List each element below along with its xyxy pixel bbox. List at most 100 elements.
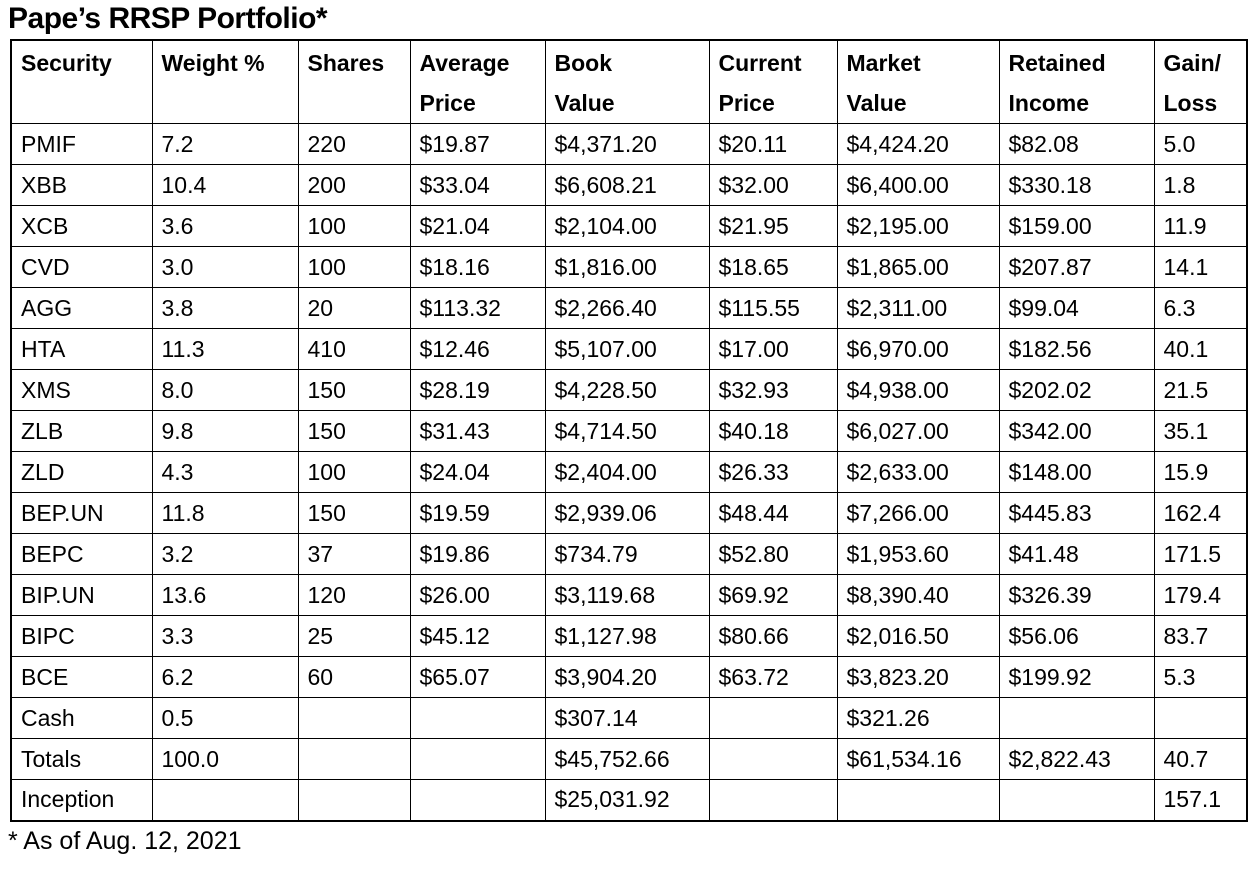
cell-security: BEPC <box>10 533 153 575</box>
cell-shares: 200 <box>297 164 411 206</box>
cell-current-price <box>708 697 838 739</box>
cell-average-price: $65.07 <box>409 656 546 698</box>
cell-current-price: $21.95 <box>708 205 838 247</box>
cell-weight-pct: 3.2 <box>151 533 299 575</box>
cell-book-value: $2,104.00 <box>544 205 710 247</box>
footnote: * As of Aug. 12, 2021 <box>8 826 242 855</box>
cell-market-value: $2,311.00 <box>836 287 1000 329</box>
column-header-weight-pct: Weight % <box>151 39 299 124</box>
cell-gain-loss: 171.5 <box>1153 533 1248 575</box>
column-header-shares: Shares <box>297 39 411 124</box>
cell-shares: 100 <box>297 246 411 288</box>
portfolio-table: Security Weight % Shares Average Price Book … <box>10 39 1248 822</box>
column-header-current-price: Current Price <box>708 39 838 124</box>
cell-retained-income: $99.04 <box>998 287 1155 329</box>
cell-average-price: $21.04 <box>409 205 546 247</box>
cell-weight-pct: 10.4 <box>151 164 299 206</box>
cell-gain-loss: 14.1 <box>1153 246 1248 288</box>
cell-average-price: $33.04 <box>409 164 546 206</box>
cell-market-value: $1,953.60 <box>836 533 1000 575</box>
table-row-inception: Inception $25,031.92 157.1 <box>10 779 1248 821</box>
cell-shares: 120 <box>297 574 411 616</box>
cell-weight-pct: 100.0 <box>151 738 299 780</box>
cell-average-price: $28.19 <box>409 369 546 411</box>
cell-retained-income: $56.06 <box>998 615 1155 657</box>
cell-weight-pct: 6.2 <box>151 656 299 698</box>
cell-gain-loss: 5.0 <box>1153 123 1248 165</box>
cell-shares <box>297 697 411 739</box>
cell-market-value: $4,938.00 <box>836 369 1000 411</box>
table-row-bepc: BEPC 3.2 37 $19.86 $734.79 $52.80 $1,953.60 $41… <box>10 533 1248 575</box>
cell-weight-pct: 3.8 <box>151 287 299 329</box>
table-header: Security Weight % Shares Average Price Book … <box>10 39 1248 124</box>
cell-security: Inception <box>10 779 153 821</box>
cell-average-price: $31.43 <box>409 410 546 452</box>
cell-average-price: $113.32 <box>409 287 546 329</box>
cell-book-value: $6,608.21 <box>544 164 710 206</box>
cell-current-price: $32.00 <box>708 164 838 206</box>
cell-book-value: $2,404.00 <box>544 451 710 493</box>
cell-market-value: $2,633.00 <box>836 451 1000 493</box>
table-row-bce: BCE 6.2 60 $65.07 $3,904.20 $63.72 $3,823.20 $1… <box>10 656 1248 698</box>
cell-market-value: $8,390.40 <box>836 574 1000 616</box>
cell-book-value: $45,752.66 <box>544 738 710 780</box>
cell-market-value: $6,027.00 <box>836 410 1000 452</box>
table-row-bip-un: BIP.UN 13.6 120 $26.00 $3,119.68 $69.92 $8,390… <box>10 574 1248 616</box>
cell-book-value: $307.14 <box>544 697 710 739</box>
cell-shares: 150 <box>297 369 411 411</box>
cell-average-price: $18.16 <box>409 246 546 288</box>
table-body: PMIF 7.2 220 $19.87 $4,371.20 $20.11 $4,424.20… <box>10 123 1248 821</box>
cell-market-value: $7,266.00 <box>836 492 1000 534</box>
cell-current-price: $69.92 <box>708 574 838 616</box>
page-title: Pape’s RRSP Portfolio* <box>8 2 328 35</box>
cell-gain-loss: 179.4 <box>1153 574 1248 616</box>
cell-shares: 220 <box>297 123 411 165</box>
cell-current-price: $115.55 <box>708 287 838 329</box>
table-row-zlb: ZLB 9.8 150 $31.43 $4,714.50 $40.18 $6,027.00 $… <box>10 410 1248 452</box>
table-row-agg: AGG 3.8 20 $113.32 $2,266.40 $115.55 $2,311.00… <box>10 287 1248 329</box>
header-row: Security Weight % Shares Average Price Book … <box>10 39 1248 124</box>
table-row-cash: Cash 0.5 $307.14 $321.26 <box>10 697 1248 739</box>
cell-weight-pct: 9.8 <box>151 410 299 452</box>
cell-security: ZLB <box>10 410 153 452</box>
cell-average-price <box>409 697 546 739</box>
cell-weight-pct: 7.2 <box>151 123 299 165</box>
cell-gain-loss: 11.9 <box>1153 205 1248 247</box>
table-row-xms: XMS 8.0 150 $28.19 $4,228.50 $32.93 $4,938.00 $… <box>10 369 1248 411</box>
column-header-security: Security <box>10 39 153 124</box>
cell-weight-pct: 4.3 <box>151 451 299 493</box>
cell-weight-pct: 3.6 <box>151 205 299 247</box>
column-header-average-price: Average Price <box>409 39 546 124</box>
cell-security: PMIF <box>10 123 153 165</box>
cell-weight-pct: 11.3 <box>151 328 299 370</box>
cell-book-value: $4,714.50 <box>544 410 710 452</box>
cell-security: Totals <box>10 738 153 780</box>
table-row-totals: Totals 100.0 $45,752.66 $61,534.16 $2,822.43… <box>10 738 1248 780</box>
cell-current-price: $20.11 <box>708 123 838 165</box>
cell-book-value: $3,119.68 <box>544 574 710 616</box>
cell-retained-income: $2,822.43 <box>998 738 1155 780</box>
cell-shares: 37 <box>297 533 411 575</box>
cell-security: BCE <box>10 656 153 698</box>
cell-weight-pct: 3.3 <box>151 615 299 657</box>
column-header-retained-income: Retained Income <box>998 39 1155 124</box>
cell-weight-pct: 11.8 <box>151 492 299 534</box>
cell-shares: 25 <box>297 615 411 657</box>
table-row-bep-un: BEP.UN 11.8 150 $19.59 $2,939.06 $48.44 $7,266… <box>10 492 1248 534</box>
cell-market-value: $61,534.16 <box>836 738 1000 780</box>
cell-retained-income: $445.83 <box>998 492 1155 534</box>
cell-retained-income <box>998 697 1155 739</box>
column-header-book-value: Book Value <box>544 39 710 124</box>
cell-gain-loss <box>1153 697 1248 739</box>
cell-market-value: $6,970.00 <box>836 328 1000 370</box>
cell-security: HTA <box>10 328 153 370</box>
cell-security: Cash <box>10 697 153 739</box>
portfolio-figure: Pape’s RRSP Portfolio* Security Weight % S… <box>6 2 1248 856</box>
cell-average-price: $45.12 <box>409 615 546 657</box>
cell-retained-income: $202.02 <box>998 369 1155 411</box>
table-row-zld: ZLD 4.3 100 $24.04 $2,404.00 $26.33 $2,633.00 $… <box>10 451 1248 493</box>
cell-current-price: $26.33 <box>708 451 838 493</box>
cell-retained-income: $330.18 <box>998 164 1155 206</box>
cell-shares <box>297 738 411 780</box>
cell-retained-income: $182.56 <box>998 328 1155 370</box>
